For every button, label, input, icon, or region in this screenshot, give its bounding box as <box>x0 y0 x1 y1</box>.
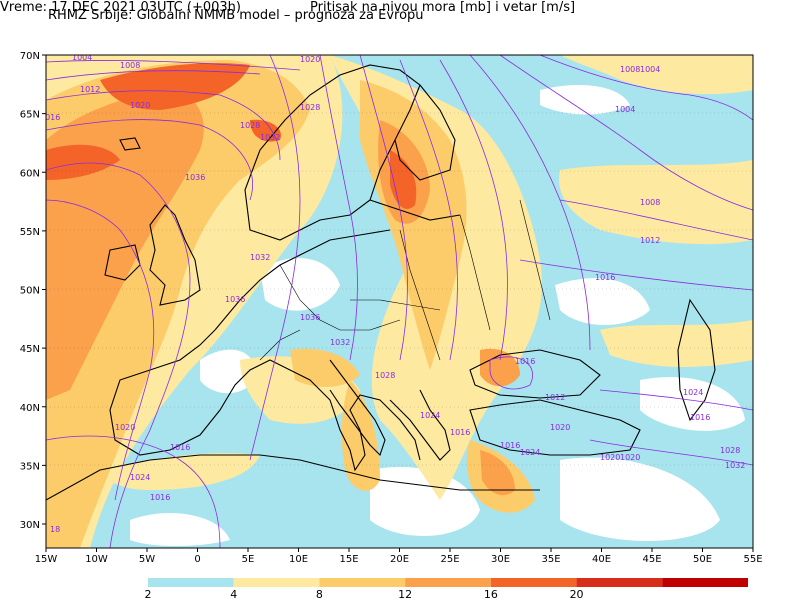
lat-tick-label: 40N <box>20 403 40 414</box>
isobar-label: 1004 <box>640 65 660 74</box>
isobar-label: 1012 <box>80 85 100 94</box>
coastlines <box>46 64 716 501</box>
colorbar-label: 4 <box>230 588 237 600</box>
lat-tick-label: 55N <box>20 227 40 238</box>
isobar-label: 1004 <box>72 53 92 62</box>
isobars <box>46 55 753 548</box>
isobar-label: 1036 <box>225 295 245 304</box>
country-borders <box>259 199 551 361</box>
colorbar-swatch <box>233 578 320 587</box>
isobar-label: 1016 <box>150 493 170 502</box>
lon-tick-label: 45E <box>642 554 661 565</box>
colorbar-swatch <box>490 578 577 587</box>
isobar-label: 1004 <box>615 105 635 114</box>
isobar-label: 1028 <box>375 371 395 380</box>
colorbar-swatch <box>662 578 748 587</box>
lat-tick-label: 65N <box>20 110 40 121</box>
lon-tick-label: 20E <box>390 554 409 565</box>
map-subtitle: Vreme: 17 DEC 2021 03UTC (+003h) Pritisa… <box>0 0 620 18</box>
isobar-label: 1024 <box>520 448 540 457</box>
isobar-label: 1032 <box>330 338 350 347</box>
isobar-label: 1016 <box>515 357 535 366</box>
isobar-label: 1036 <box>185 173 205 182</box>
colorbar-swatch <box>319 578 406 587</box>
isobar-label: 1020 <box>115 423 135 432</box>
lon-tick-label: 0 <box>194 554 200 565</box>
lon-tick-label: 40E <box>592 554 611 565</box>
isobar-label: 1020 <box>620 453 640 462</box>
isobar-label: 1020 <box>550 423 570 432</box>
lon-tick-label: 15E <box>339 554 358 565</box>
isobar-label: 1028 <box>720 446 740 455</box>
isobar-label: 1016 <box>690 413 710 422</box>
isobar-label: 1008 <box>620 65 640 74</box>
map-area: 1004100810121016102010241028103210361020… <box>40 53 753 548</box>
isobar-label: 1032 <box>725 461 745 470</box>
isobar-label: 18 <box>50 525 60 534</box>
calm-patches <box>130 85 745 546</box>
colorbar-swatch <box>576 578 663 587</box>
isobar-labels: 1004100810121016102010241028103210361020… <box>40 53 745 534</box>
lat-tick-label: 60N <box>20 168 40 179</box>
isobar-label: 1020 <box>300 55 320 64</box>
colorbar-label: 20 <box>570 588 584 600</box>
isobar-label: 1032 <box>260 133 280 142</box>
lon-tick-label: 10W <box>85 554 108 565</box>
isobar-label: 1016 <box>40 113 60 122</box>
latitude-ticks: 70N 65N 60N 55N 50N 45N 40N 35N 30N <box>20 51 46 531</box>
isobar-label: 1024 <box>420 411 440 420</box>
isobar-label: 1016 <box>450 428 470 437</box>
isobar-label: 1028 <box>300 103 320 112</box>
lon-tick-label: 5W <box>139 554 155 565</box>
isobar-label: 1020 <box>130 101 150 110</box>
lon-tick-label: 5E <box>242 554 255 565</box>
colorbar-label: 2 <box>145 588 152 600</box>
colorbar-label: 16 <box>484 588 498 600</box>
field-description: Pritisak na nivou mora [mb] i vetar [m/s… <box>310 0 576 15</box>
lon-tick-label: 25E <box>440 554 459 565</box>
isobar-label: 1024 <box>130 473 150 482</box>
isobar-label: 1016 <box>595 273 615 282</box>
lat-tick-label: 35N <box>20 461 40 472</box>
wind-fill-red <box>46 63 417 209</box>
lat-tick-label: 45N <box>20 344 40 355</box>
forecast-time: Vreme: 17 DEC 2021 03UTC (+003h) <box>0 0 241 15</box>
longitude-ticks: 15W 10W 5W 0 5E 10E 15E 20E 25E 30E 35E 40E 45E 50E 55… <box>35 548 763 565</box>
map-title: RHMZ Srbije: Globalni NMMB model – progn… <box>48 8 424 23</box>
isobar-label: 1016 <box>170 443 190 452</box>
isobar-label: 1016 <box>500 441 520 450</box>
colorbar-label: 8 <box>316 588 323 600</box>
colorbar-swatch <box>148 578 234 587</box>
lon-tick-label: 35E <box>541 554 560 565</box>
isobar-label: 1012 <box>640 236 660 245</box>
isobar-label: 1036 <box>300 313 320 322</box>
lon-tick-label: 50E <box>693 554 712 565</box>
lat-tick-label: 50N <box>20 286 40 297</box>
isobar-label: 1020 <box>600 453 620 462</box>
isobar-label: 1008 <box>640 198 660 207</box>
lon-tick-label: 30E <box>491 554 510 565</box>
lon-tick-label: 15W <box>35 554 58 565</box>
isobar-label: 1024 <box>683 388 703 397</box>
lat-tick-label: 30N <box>20 520 40 531</box>
colorbar-swatch <box>405 578 491 587</box>
isobar-label: 1028 <box>240 121 260 130</box>
lon-tick-label: 10E <box>289 554 308 565</box>
colorbar-label: 12 <box>398 588 412 600</box>
isobar-label: 1032 <box>250 253 270 262</box>
isobar-label: 1012 <box>545 393 565 402</box>
lon-tick-label: 55E <box>743 554 762 565</box>
wind-speed-colorbar: 2 4 8 12 16 20 <box>145 578 748 600</box>
lat-tick-label: 70N <box>20 51 40 62</box>
isobar-label: 1008 <box>120 61 140 70</box>
